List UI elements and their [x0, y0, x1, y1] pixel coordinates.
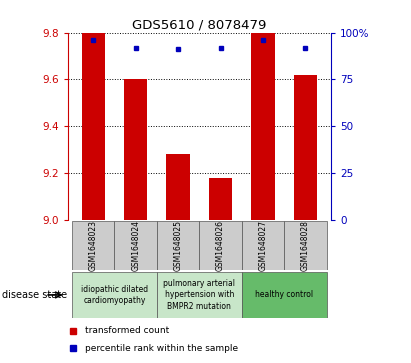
Bar	[242, 272, 327, 318]
Text: pulmonary arterial
hypertension with
BMPR2 mutation: pulmonary arterial hypertension with BMP…	[163, 280, 236, 310]
Bar	[82, 33, 105, 220]
Text: percentile rank within the sample: percentile rank within the sample	[85, 344, 238, 353]
Bar	[72, 272, 157, 318]
Text: transformed count: transformed count	[85, 326, 169, 335]
Bar	[209, 178, 232, 220]
Bar	[284, 221, 327, 270]
Bar	[294, 75, 317, 220]
Text: GSM1648028: GSM1648028	[301, 220, 310, 272]
Bar	[166, 154, 190, 220]
Bar	[251, 33, 275, 220]
Text: GSM1648027: GSM1648027	[259, 220, 268, 272]
Text: idiopathic dilated
cardiomyopathy: idiopathic dilated cardiomyopathy	[81, 285, 148, 305]
Text: disease state: disease state	[2, 290, 67, 300]
Text: healthy control: healthy control	[255, 290, 313, 299]
Title: GDS5610 / 8078479: GDS5610 / 8078479	[132, 19, 266, 32]
Bar	[242, 221, 284, 270]
Bar	[199, 221, 242, 270]
Text: GSM1648023: GSM1648023	[89, 220, 98, 272]
Text: GSM1648025: GSM1648025	[173, 220, 182, 272]
Bar	[157, 221, 199, 270]
Text: GSM1648026: GSM1648026	[216, 220, 225, 272]
Bar	[72, 221, 115, 270]
Text: GSM1648024: GSM1648024	[131, 220, 140, 272]
Bar	[124, 79, 148, 220]
Bar	[157, 272, 242, 318]
Bar	[115, 221, 157, 270]
